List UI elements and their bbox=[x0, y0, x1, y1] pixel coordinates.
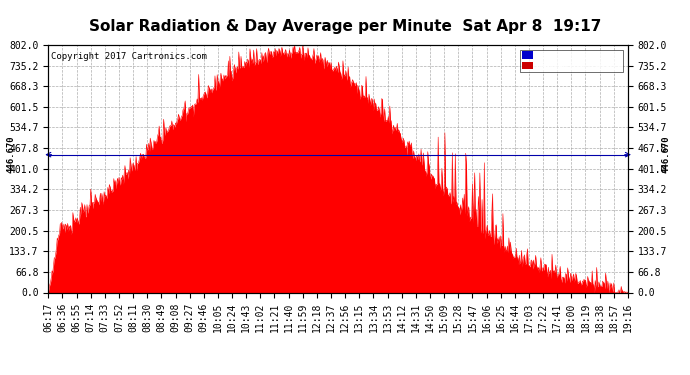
Text: 446.670: 446.670 bbox=[661, 136, 670, 174]
Legend: Median (w/m2), Radiation (w/m2): Median (w/m2), Radiation (w/m2) bbox=[520, 50, 623, 72]
Text: Solar Radiation & Day Average per Minute  Sat Apr 8  19:17: Solar Radiation & Day Average per Minute… bbox=[89, 19, 601, 34]
Text: Copyright 2017 Cartronics.com: Copyright 2017 Cartronics.com bbox=[51, 53, 207, 62]
Text: 446.670: 446.670 bbox=[6, 136, 15, 174]
